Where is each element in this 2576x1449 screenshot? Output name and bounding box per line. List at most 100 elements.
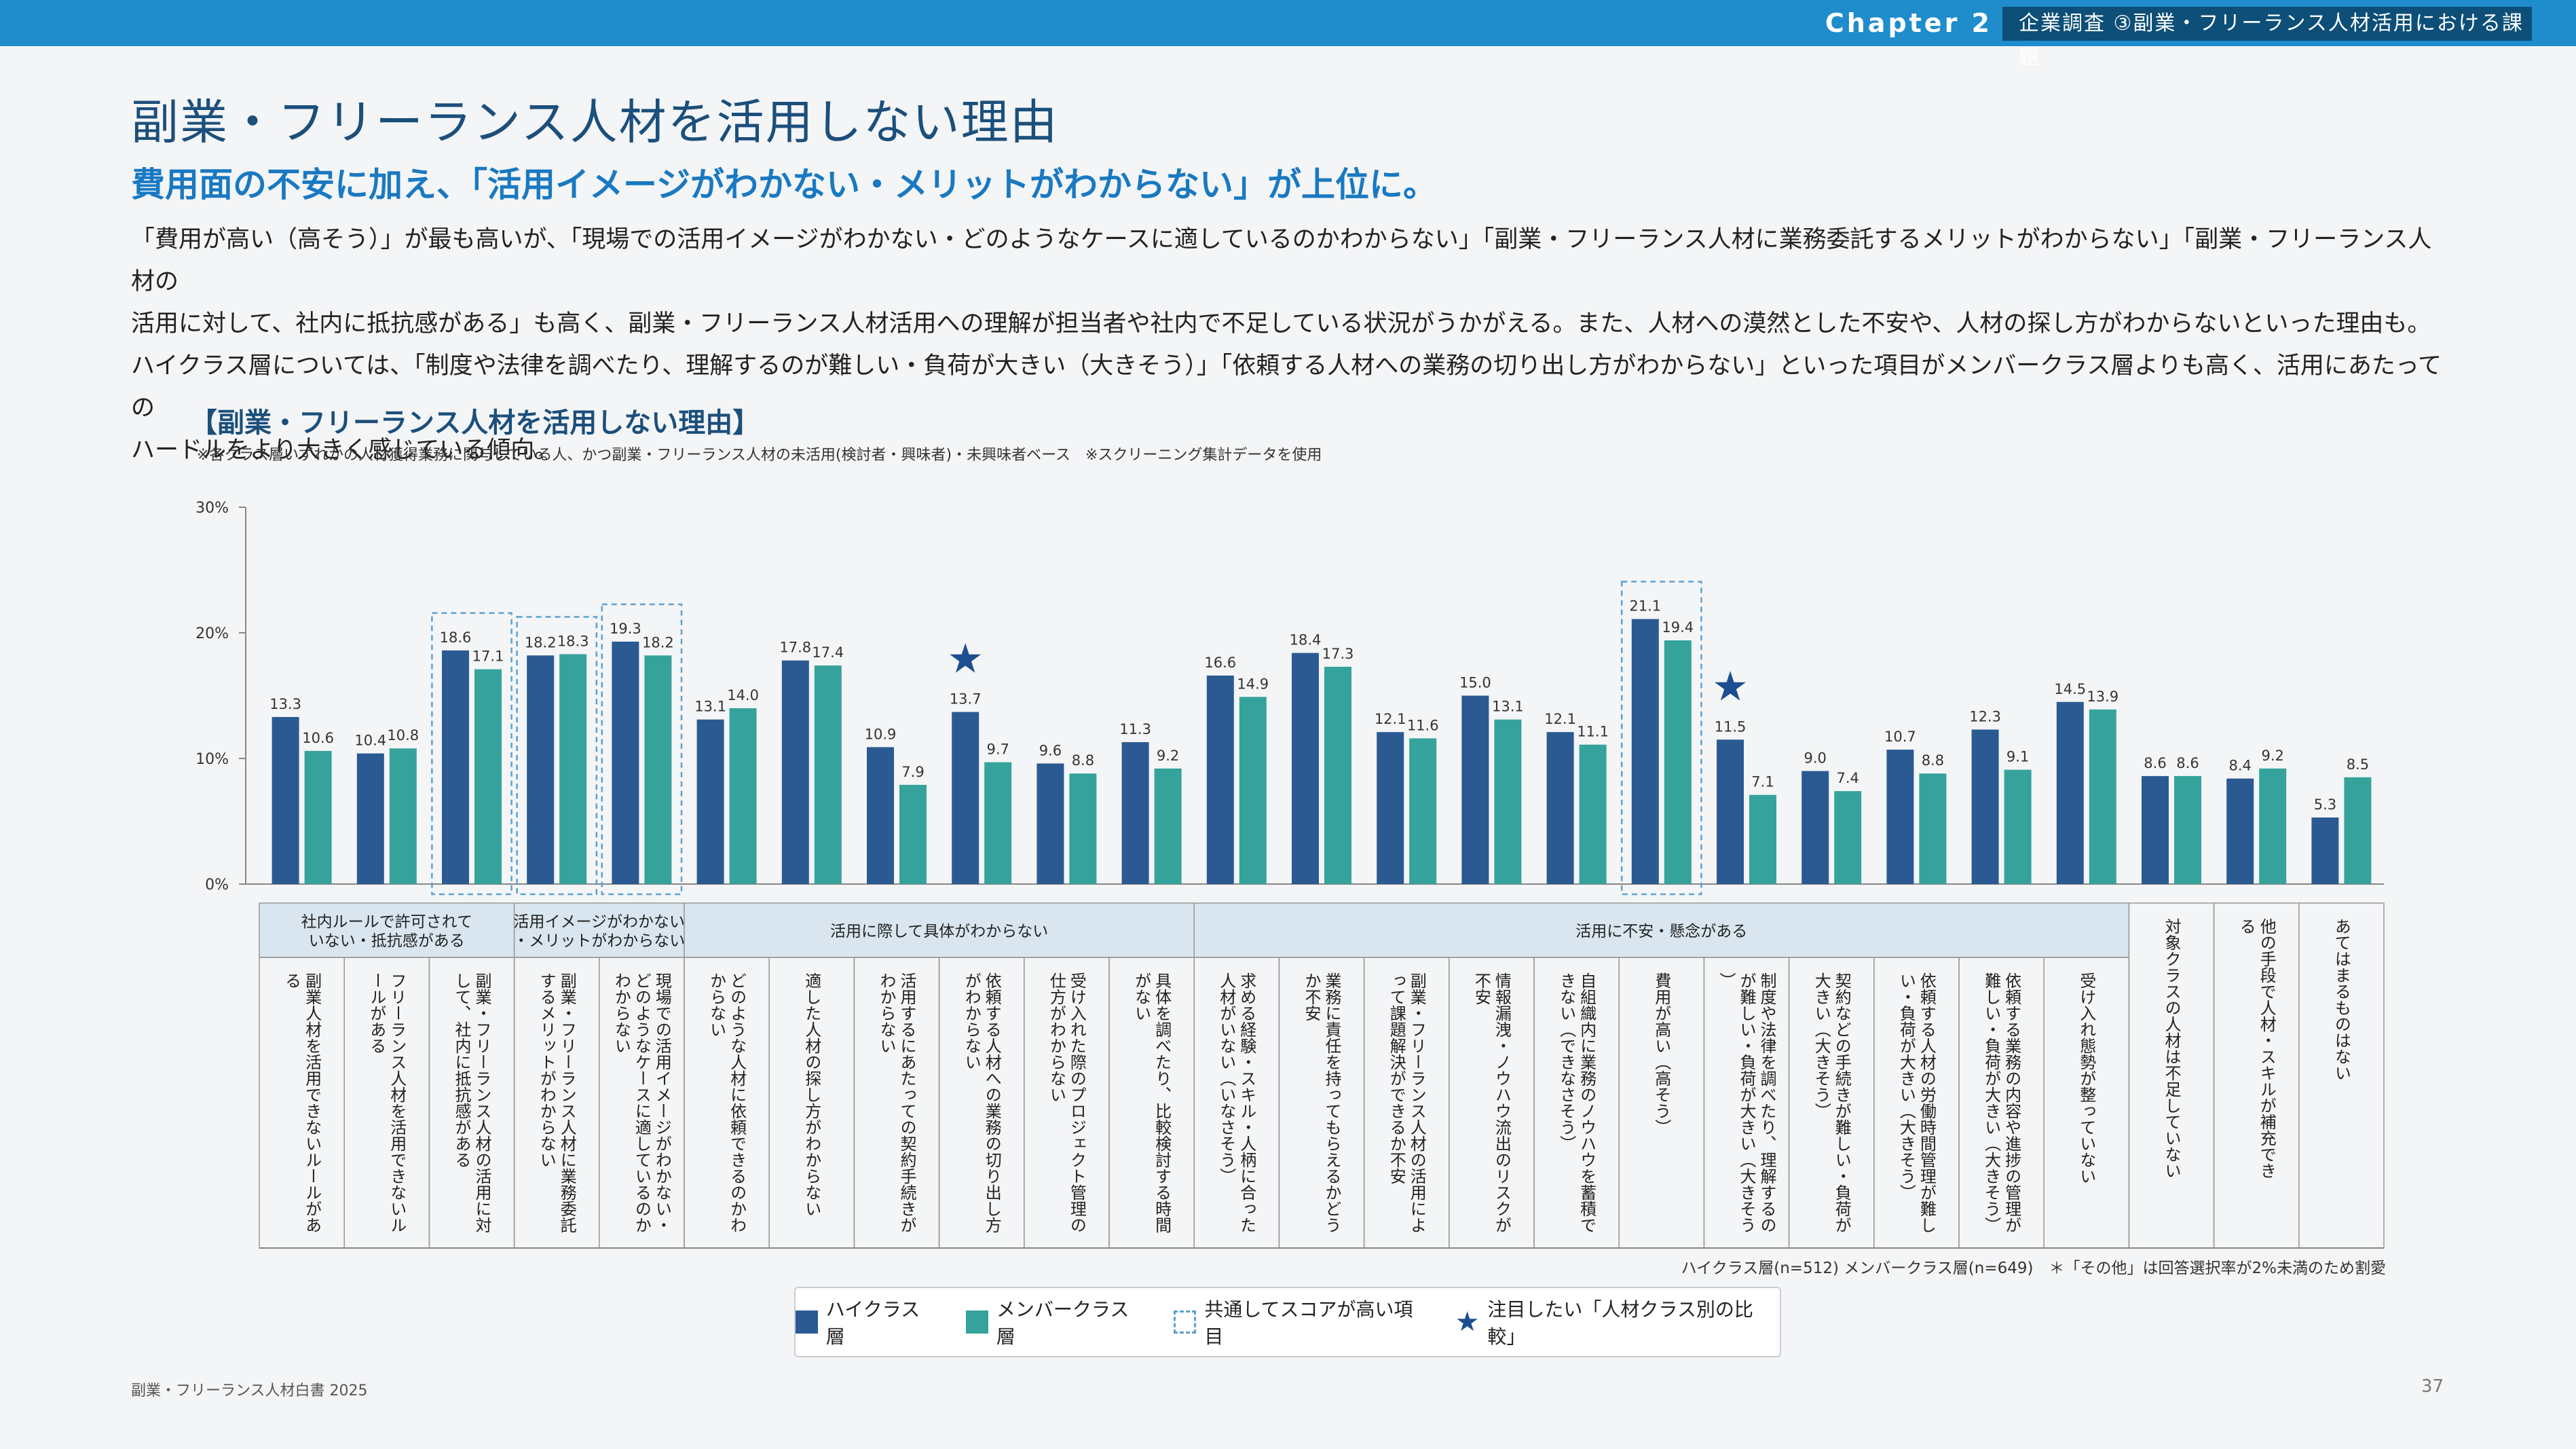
- legend: ハイクラス層 メンバークラス層 共通してスコアが高い項目 ★ 注目したい「人材クラ…: [794, 1287, 1781, 1357]
- category-label: きない（できなさそう）: [1557, 972, 1576, 1152]
- category-label: あてはまるものはない: [2332, 918, 2351, 1081]
- category-label: 適した人材の探し方がわからない: [802, 972, 821, 1217]
- category-label: か不安: [1302, 972, 1321, 1021]
- category-cell: [513, 957, 600, 1249]
- category-label: 活用するにあたっての契約手続きが: [897, 972, 916, 1233]
- bar-member: [2004, 769, 2032, 884]
- legend-high-swatch: [796, 1310, 818, 1334]
- bar-high: [272, 716, 299, 884]
- category-group-label: いない・抵抗感がある: [309, 932, 465, 950]
- category-cell: [1193, 957, 1280, 1249]
- category-cell: [684, 957, 770, 1249]
- category-cell: [1108, 957, 1195, 1249]
- category-group-header: [259, 902, 515, 958]
- category-label: わからない: [877, 972, 896, 1054]
- legend-member-label: メンバークラス層: [996, 1298, 1130, 1348]
- breadcrumb: 企業調査 ③副業・フリーランス人材活用における課題: [2002, 7, 2532, 69]
- bar-member: [559, 654, 587, 884]
- common-highlight-box: [431, 612, 512, 896]
- category-label: どのような人材に依頼できるのかわ: [728, 972, 747, 1233]
- bar-high: [1971, 729, 1999, 884]
- data-label: 15.0: [1459, 675, 1491, 691]
- data-label: 17.4: [812, 644, 844, 661]
- category-label: 依頼する人材の労働時間管理が難し: [1917, 972, 1936, 1233]
- legend-high-label: ハイクラス層: [825, 1298, 920, 1348]
- category-label: 費用が高い（高そう）: [1652, 972, 1671, 1135]
- category-label: い・負荷が大きい（大きそう）: [1897, 972, 1916, 1200]
- category-cell: [343, 957, 430, 1249]
- common-highlight-box: [516, 616, 598, 896]
- data-label: 17.1: [472, 648, 504, 665]
- data-label: 8.4: [2228, 758, 2251, 774]
- category-cell: [1024, 957, 1110, 1249]
- data-label: 10.4: [354, 733, 386, 749]
- data-label: 17.3: [1322, 646, 1354, 662]
- bar-high: [1121, 741, 1149, 884]
- legend-common-label: 共通してスコアが高い項目: [1204, 1298, 1413, 1348]
- bar-member: [644, 655, 672, 884]
- data-label: 9.7: [986, 741, 1009, 758]
- bar-high: [952, 712, 979, 884]
- category-label: 制度や法律を調べたり、理解するの: [1757, 972, 1776, 1233]
- data-label: 9.0: [1804, 750, 1826, 767]
- chapter-label: Chapter 2: [1825, 8, 1992, 38]
- category-cell: [1363, 957, 1450, 1249]
- bar-high: [1292, 653, 1319, 884]
- bar-member: [1919, 773, 1947, 884]
- category-label: 依頼する人材への業務の切り出し方: [982, 972, 1001, 1233]
- data-label: 13.1: [694, 699, 726, 715]
- category-cell: [1449, 957, 1535, 1249]
- bar-member: [1494, 719, 1522, 884]
- category-label: る: [2237, 918, 2256, 934]
- star-icon: ★: [1455, 1306, 1480, 1338]
- data-label: 12.1: [1544, 711, 1576, 727]
- data-label: 21.1: [1629, 598, 1661, 615]
- bar-member: [304, 750, 332, 884]
- category-label: ールがある: [367, 972, 386, 1054]
- bar-high: [2142, 775, 2169, 884]
- body-line: 「費用が高い（高そう）」が最も高いが、「現場での活用イメージがわかない・どのよう…: [131, 226, 2432, 295]
- data-label: 18.4: [1290, 632, 1322, 648]
- data-label: 13.3: [269, 696, 301, 712]
- chart-title: 【副業・フリーランス人材を活用しない理由】: [190, 407, 760, 439]
- body-line: ハードルをより大きく感じている傾向。: [131, 437, 559, 464]
- legend-common: 共通してスコアが高い項目: [1174, 1295, 1423, 1349]
- category-label: 受け入れた際のプロジェクト管理の: [1067, 972, 1086, 1233]
- data-label: 14.0: [727, 687, 759, 703]
- star-icon: ★: [1712, 663, 1749, 710]
- category-cell: [938, 957, 1025, 1249]
- category-label: からない: [707, 972, 726, 1038]
- category-label: 受け入れ態勢が整っていない: [2077, 972, 2096, 1184]
- data-label: 18.6: [440, 629, 472, 646]
- page-subtitle: 費用面の不安に加え、「活用イメージがわかない・メリットがわからない」が上位に。: [131, 165, 1437, 204]
- data-label: 7.9: [901, 764, 924, 780]
- category-label: 情報漏洩・ノウハウ流出のリスクが: [1492, 972, 1511, 1233]
- data-label: 7.1: [1751, 774, 1774, 790]
- sample-note: ハイクラス層(n=512) メンバークラス層(n=649) ＊「その他」は回答選…: [1681, 1260, 2386, 1277]
- category-group-label: 社内ルールで許可されて: [301, 913, 472, 931]
- bar-high: [1377, 732, 1404, 884]
- category-label: 副業・フリーランス人材の活用によ: [1407, 972, 1426, 1233]
- category-cell: [1873, 957, 1960, 1249]
- data-label: 13.7: [950, 691, 982, 708]
- bar-member: [984, 762, 1012, 884]
- category-label: フリーランス人材を活用できないル: [388, 972, 407, 1233]
- bar-member: [1664, 640, 1692, 884]
- chart-note: ※各クラス層いずれかの人材獲得業務に関与している人、かつ副業・フリーランス人材の…: [197, 447, 1322, 464]
- category-cell: [2213, 902, 2300, 1249]
- bar-high: [442, 650, 469, 884]
- category-label: 契約などの手続きが難しい・負荷が: [1832, 972, 1851, 1233]
- data-label: 11.6: [1407, 717, 1439, 733]
- category-group-label: 活用に際して具体がわからない: [830, 923, 1048, 940]
- data-label: 9.6: [1039, 742, 1062, 758]
- data-label: 11.1: [1577, 724, 1609, 740]
- data-label: 8.6: [2176, 755, 2199, 771]
- category-label: がない: [1132, 972, 1151, 1021]
- data-label: 13.9: [2087, 689, 2118, 705]
- data-label: 14.9: [1237, 676, 1269, 692]
- category-cell: [1788, 957, 1875, 1249]
- category-label: 現場での活用イメージがわかない・: [652, 972, 671, 1233]
- category-group-label: ・メリットがわからない: [513, 932, 685, 950]
- bar-member: [1154, 768, 1182, 884]
- bar-high: [1631, 619, 1659, 884]
